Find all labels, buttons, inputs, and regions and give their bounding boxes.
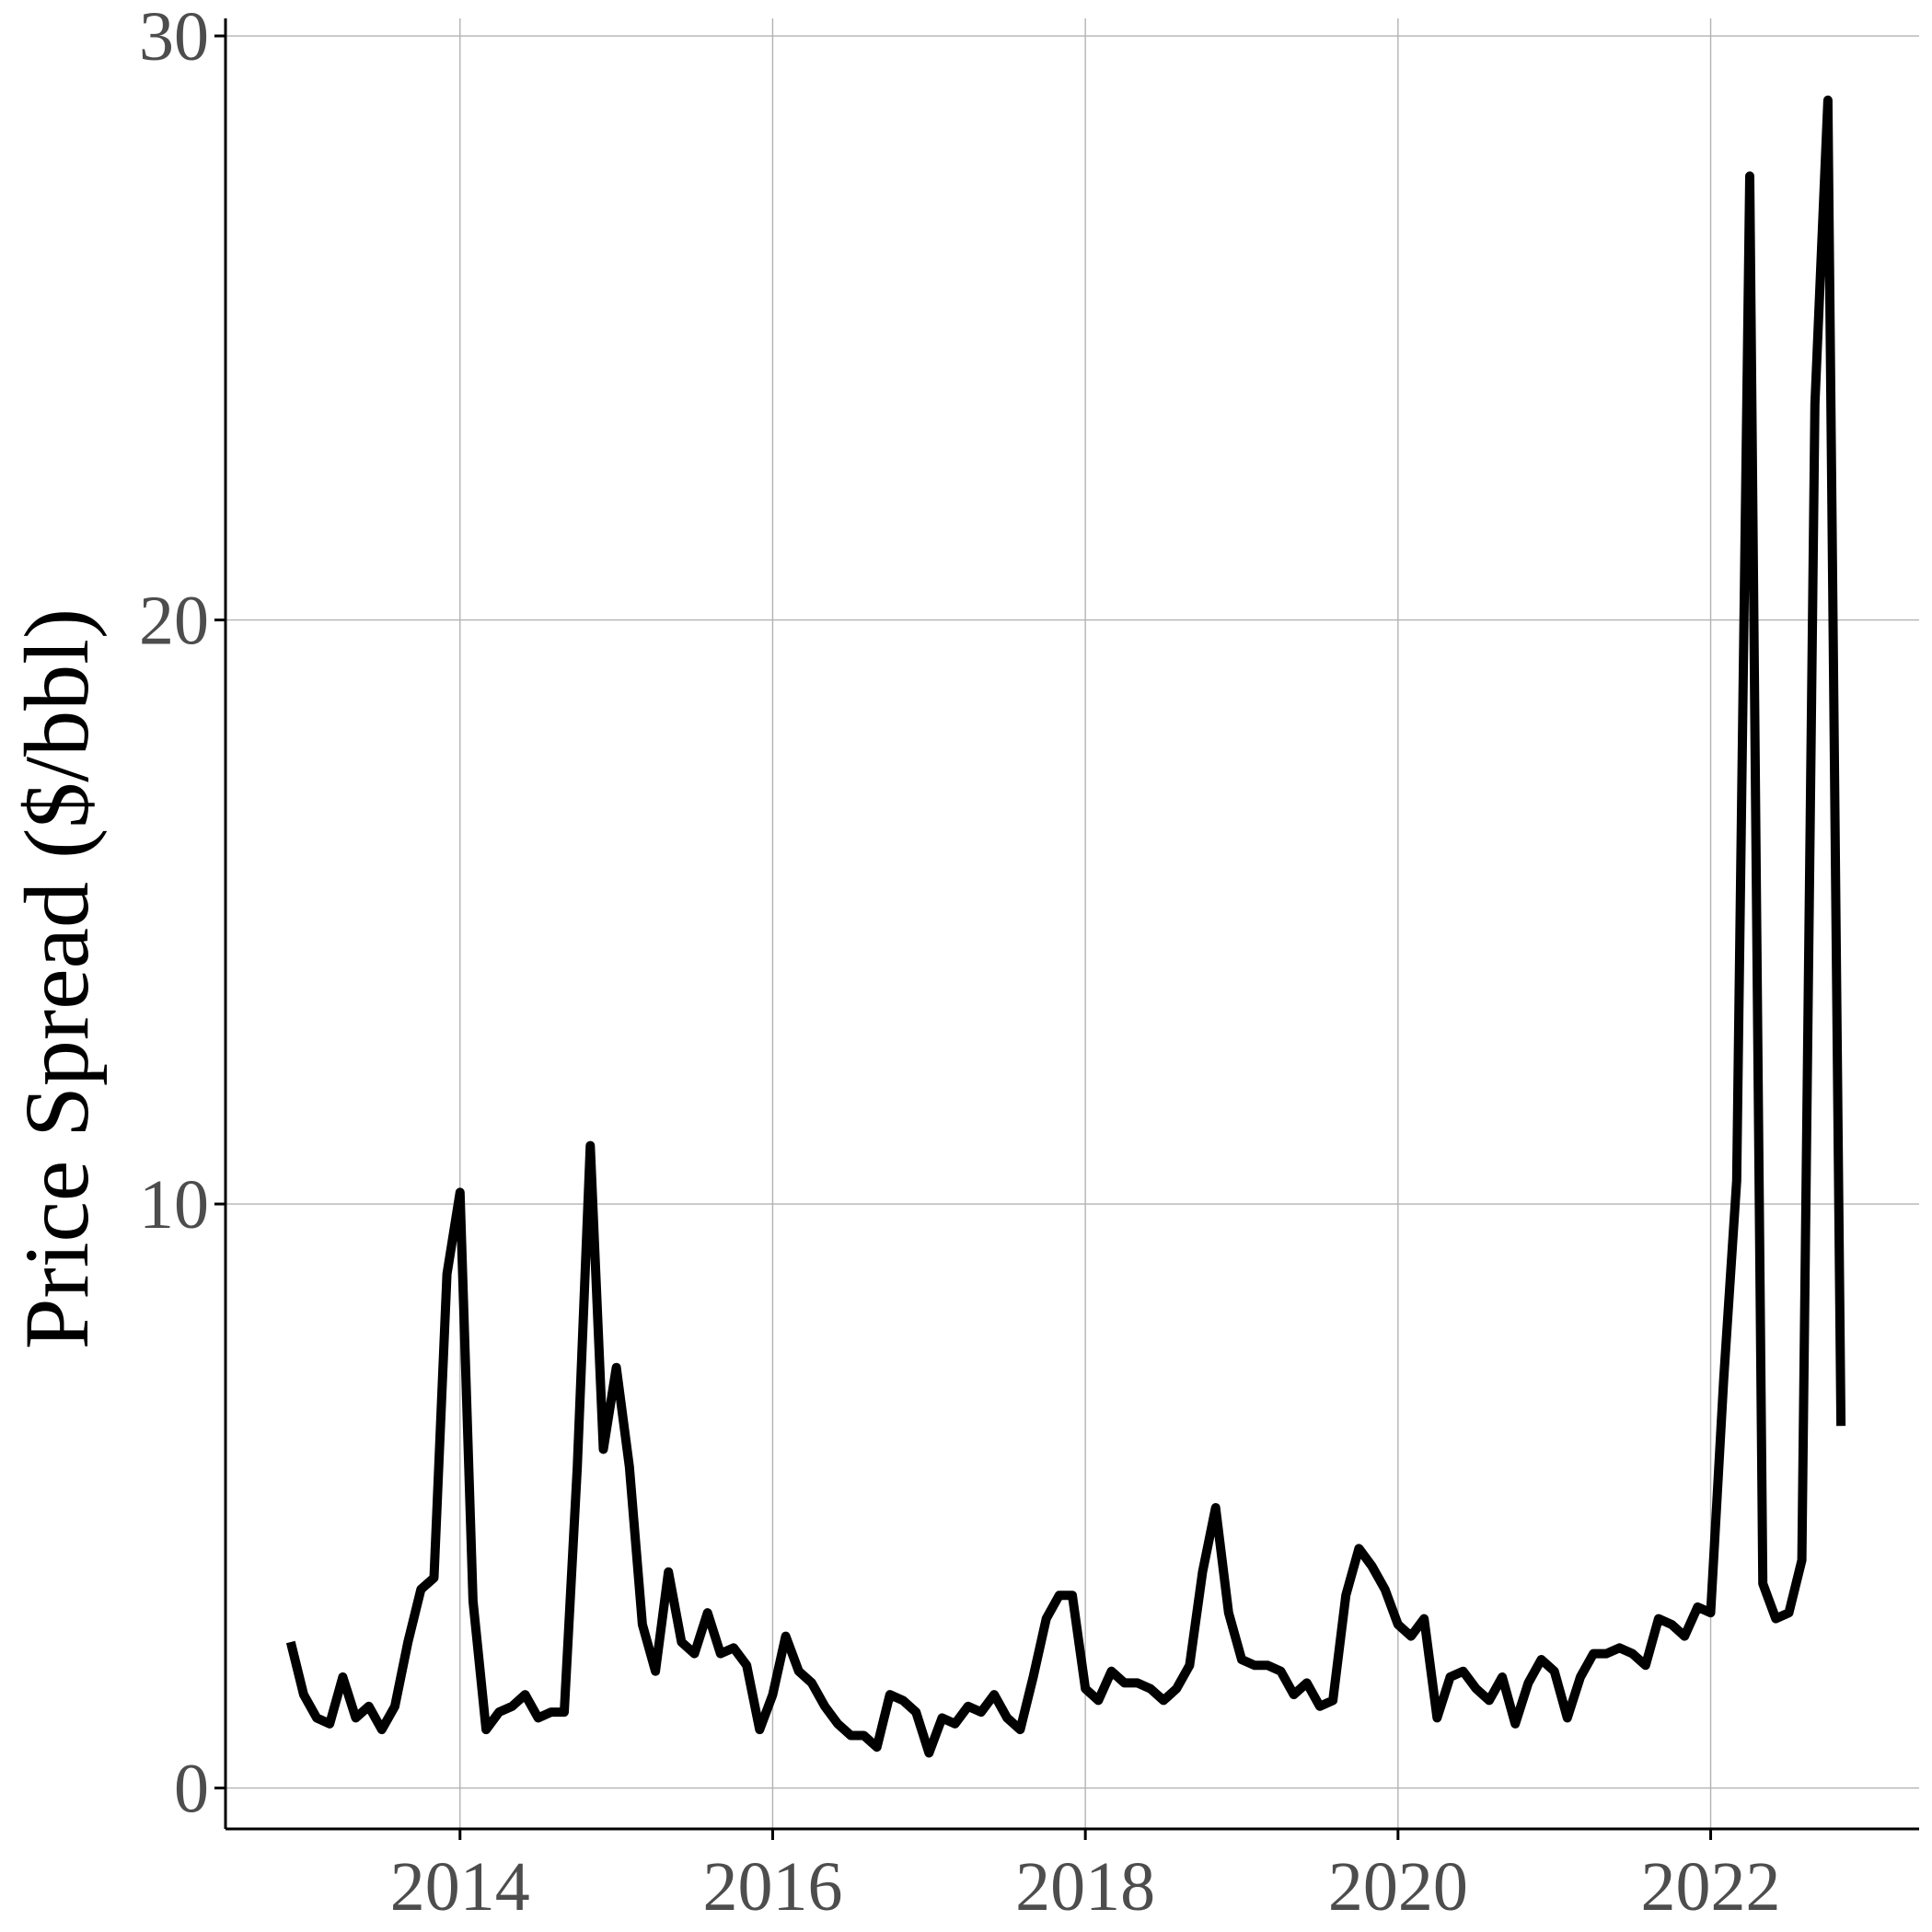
- x-tick-label-2022: 2022: [1641, 1848, 1781, 1926]
- gridlines: [226, 18, 1919, 1829]
- x-tick-label-2014: 2014: [390, 1848, 530, 1926]
- axes: [224, 18, 1919, 1831]
- x-tick-label-2016: 2016: [702, 1848, 842, 1926]
- y-tick-label-20: 20: [139, 583, 209, 660]
- ticks: 0 10 20 30 2014 2016 2018 2020 2022: [139, 0, 1781, 1926]
- x-tick-label-2020: 2020: [1328, 1848, 1468, 1926]
- x-tick-label-2018: 2018: [1015, 1848, 1155, 1926]
- series-layer: [285, 95, 1846, 1758]
- y-tick-label-0: 0: [174, 1751, 209, 1828]
- y-tick-label-10: 10: [139, 1166, 209, 1244]
- series-line-0: [285, 95, 1846, 1758]
- y-axis-label: Price Spread ($/bbl): [6, 608, 108, 1349]
- y-tick-label-30: 30: [139, 0, 209, 75]
